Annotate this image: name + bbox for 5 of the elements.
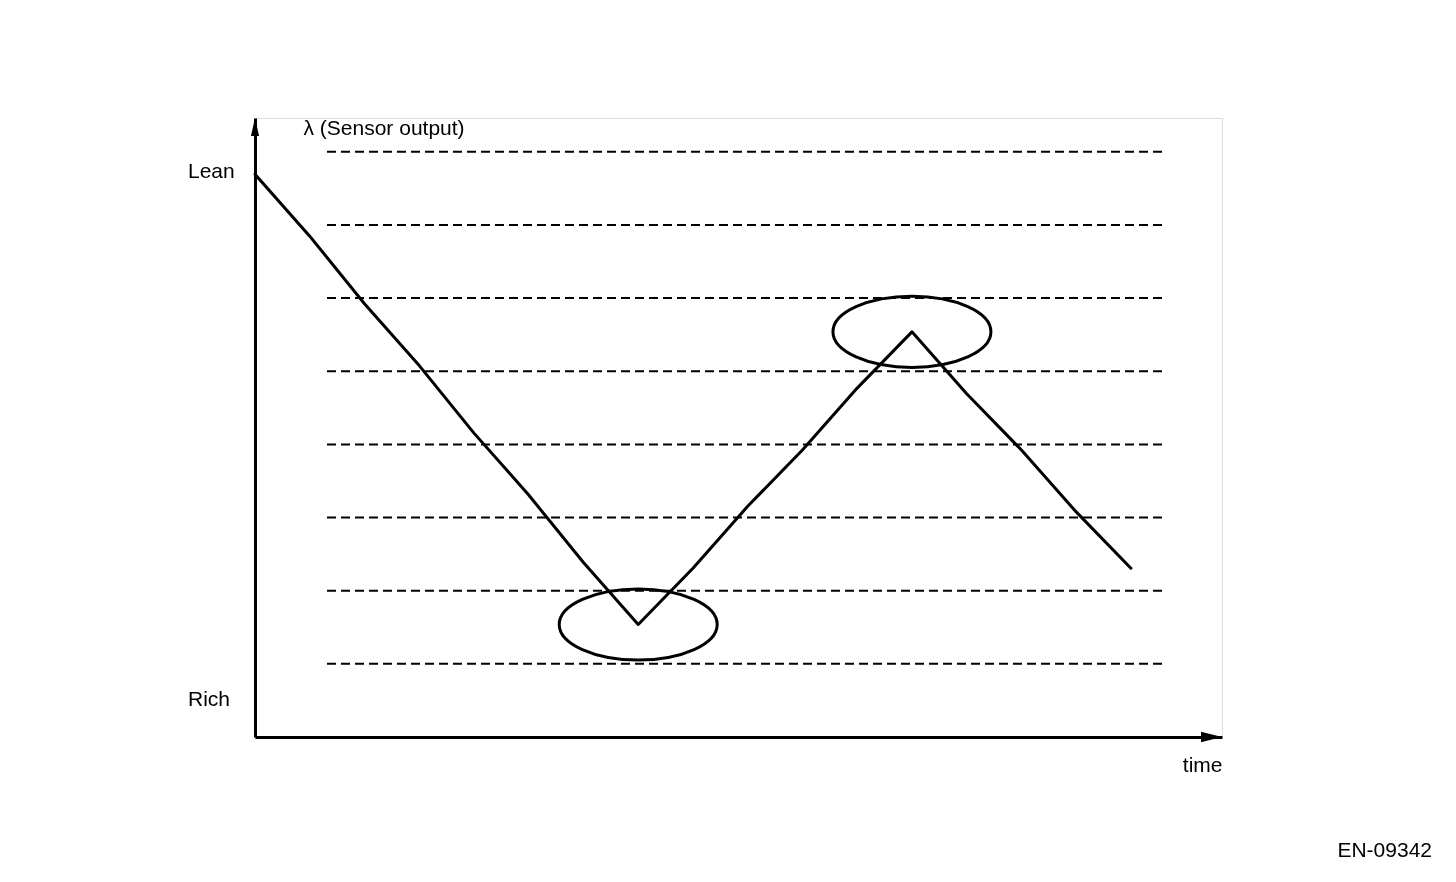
annotation: Lean bbox=[188, 159, 235, 182]
y-axis-title: λ (Sensor output) bbox=[303, 115, 465, 139]
x-axis-title: time bbox=[1182, 752, 1223, 776]
text: EN-09342 bbox=[1337, 838, 1432, 861]
annotation: Rich bbox=[188, 687, 231, 710]
